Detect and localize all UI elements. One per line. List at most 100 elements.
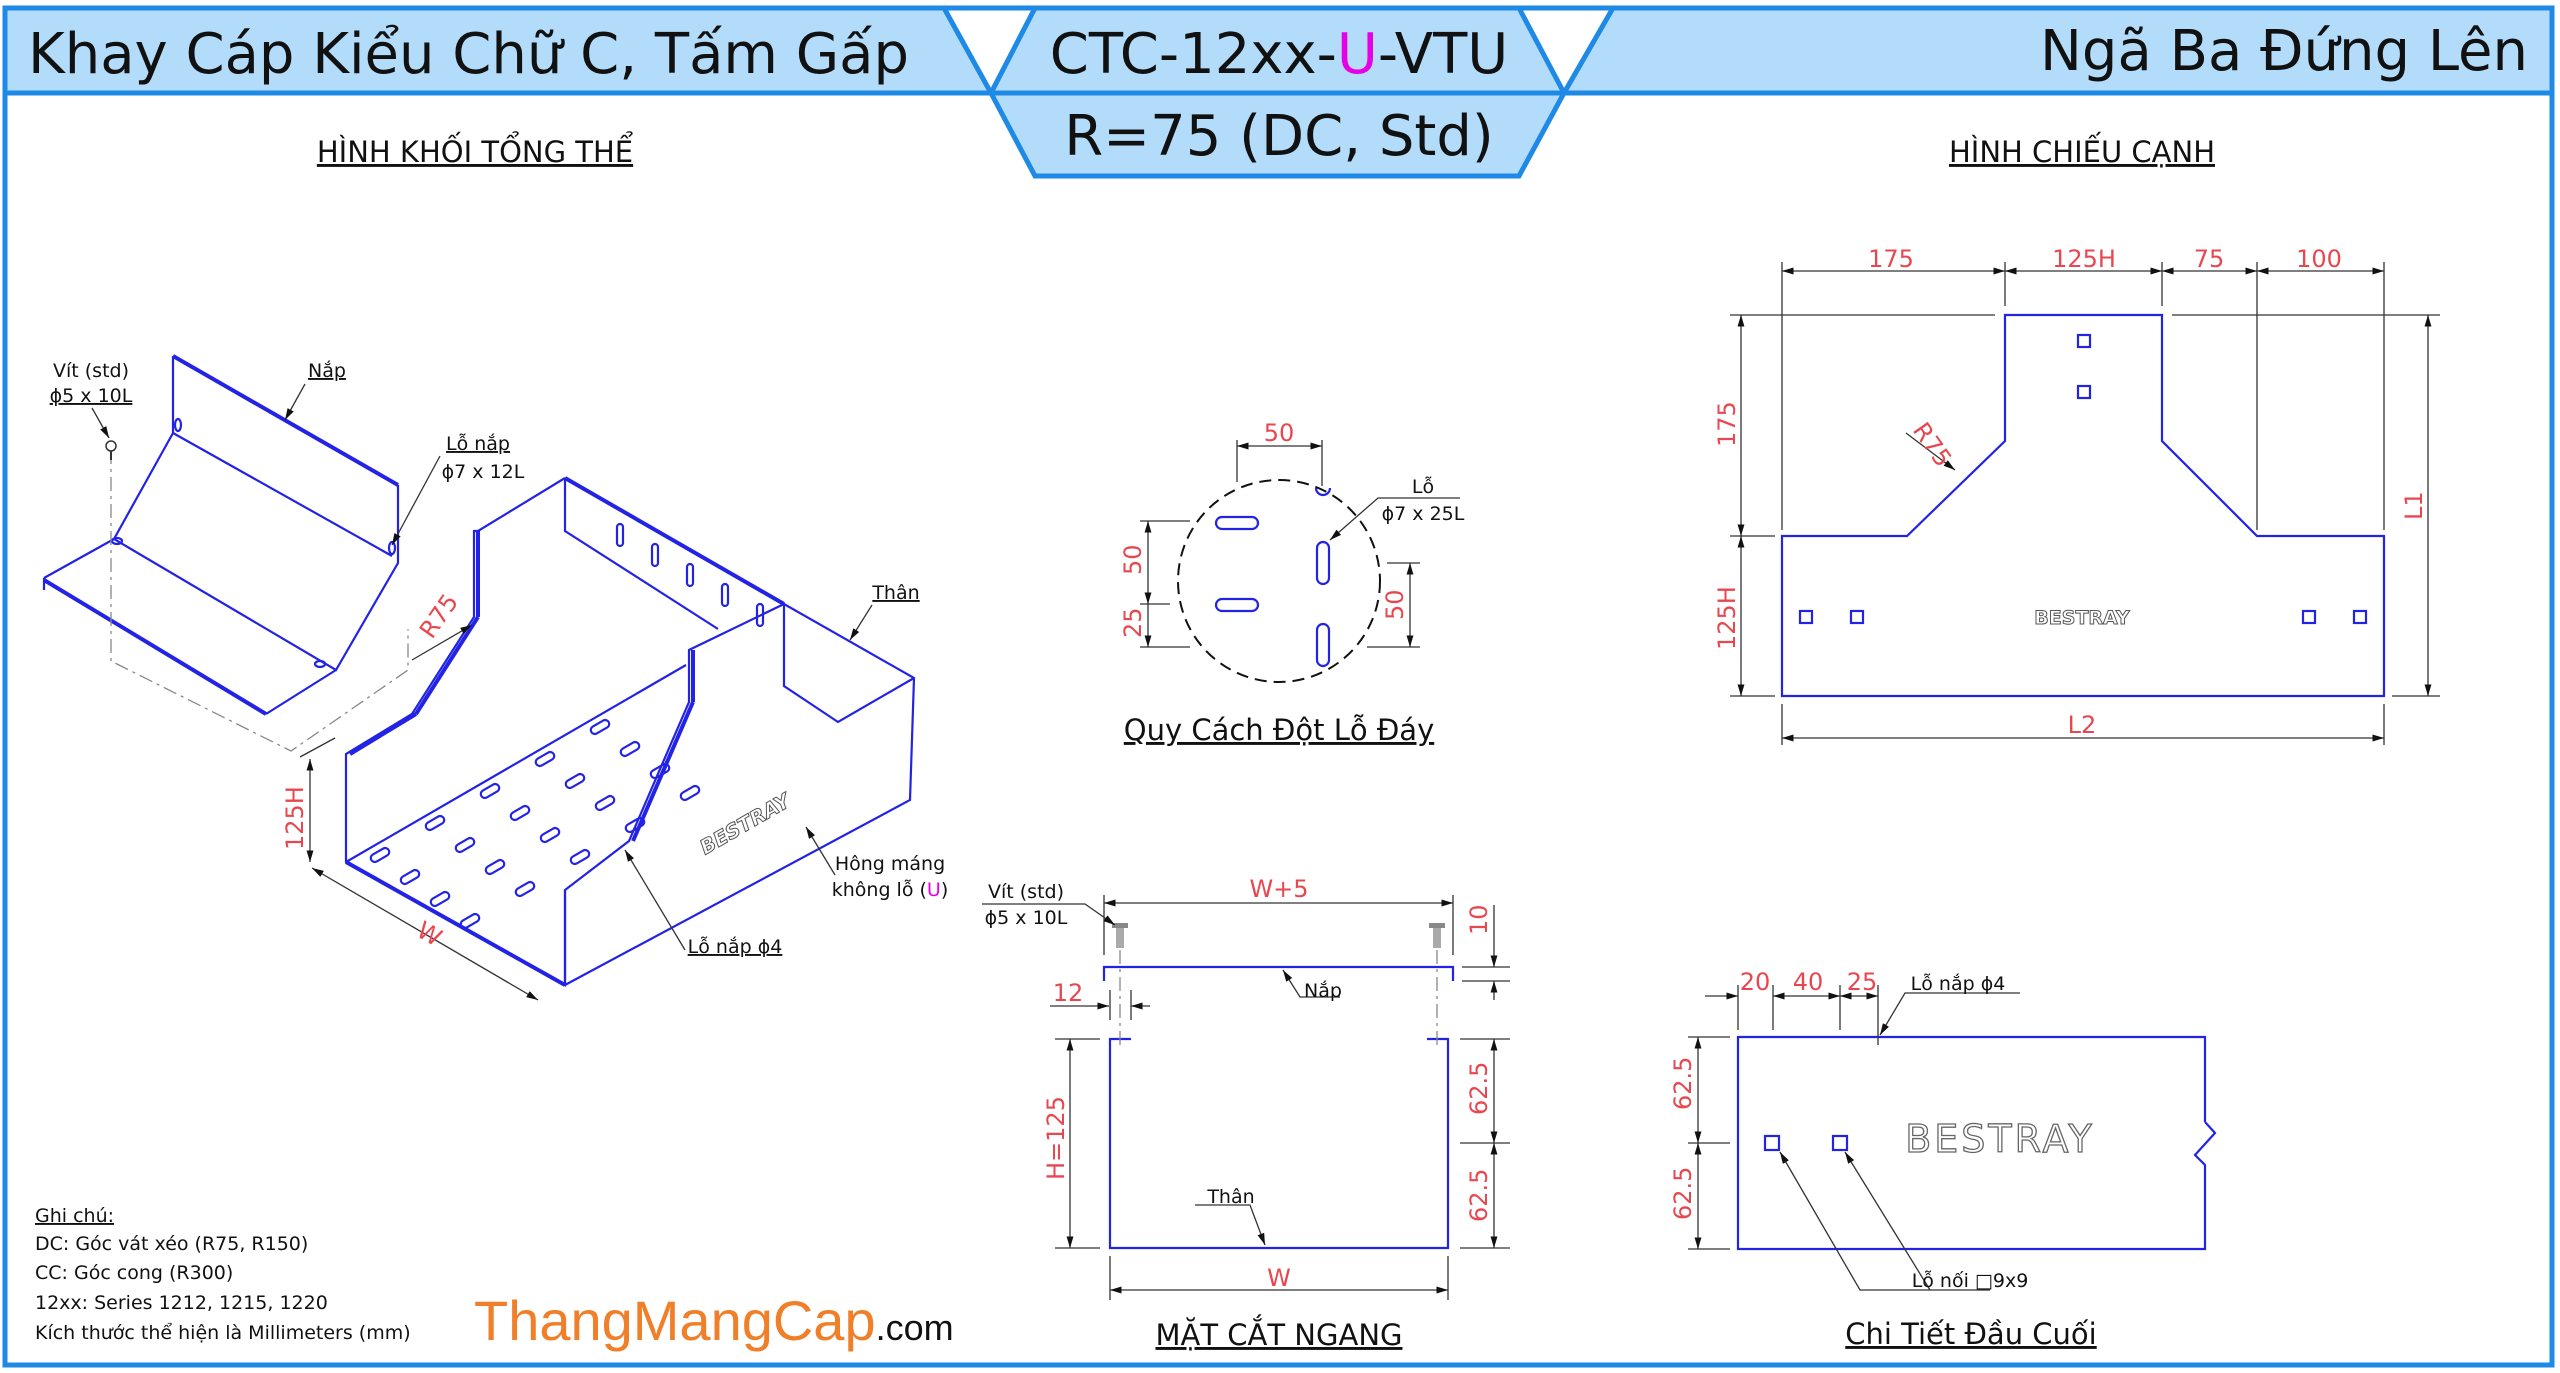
iso-body-label: Thân: [871, 582, 919, 604]
side-top-dim-1: 175: [1868, 245, 1914, 273]
iso-height-label: 125H: [281, 786, 309, 850]
floor-slot: [369, 846, 391, 864]
slot: [1214, 515, 1260, 531]
floor-slot: [594, 794, 616, 812]
iso-width-label: W: [412, 916, 447, 952]
section-screw-label: Vít (std): [988, 881, 1064, 903]
hole-right-dim: 50: [1381, 589, 1409, 620]
side-top-dim-2: 125H: [2052, 245, 2116, 273]
end-joint-hole-label: Lỗ nối □9x9: [1912, 1269, 2029, 1292]
header-title-right: Ngã Ba Đứng Lên: [2040, 19, 2528, 84]
wall-slot: [650, 542, 660, 568]
section-cover-width: W+5: [1249, 875, 1308, 903]
side-hole: [1849, 609, 1865, 625]
end-cover-hole: Lỗ nắp ϕ4: [1911, 972, 2006, 995]
product-code: CTC-12xx-U-VTU: [1050, 22, 1509, 87]
header-title-left: Khay Cáp Kiểu Chữ C, Tấm Gấp: [28, 22, 909, 87]
iso-radius-label: R75: [414, 589, 464, 644]
side-hole: [2076, 333, 2092, 349]
detail-circle: [1177, 479, 1381, 683]
note-line: DC: Góc vát xéo (R75, R150): [35, 1233, 308, 1255]
end-left-dim-1: 62.5: [1669, 1057, 1697, 1110]
floor-slot: [564, 772, 586, 790]
notes: Ghi chú: DC: Góc vát xéo (R75, R150) CC:…: [35, 1205, 411, 1344]
iso-screw-label: Vít (std): [53, 360, 129, 382]
section-body-label: Thân: [1206, 1186, 1254, 1208]
floor-slot: [399, 868, 421, 886]
section-title: MẶT CẮT NGANG: [1156, 1315, 1403, 1352]
hole-label: Lỗ: [1412, 475, 1434, 498]
section-lip: 12: [1053, 979, 1084, 1007]
iso-side-label-1: Hông máng: [835, 853, 945, 875]
floor-slots: [369, 718, 701, 930]
hole-pattern-view: 50 50 25 50 Lỗ ϕ7 x 25L Quy Cách Đột Lỗ …: [1119, 419, 1465, 747]
header: Khay Cáp Kiểu Chữ C, Tấm Gấp CTC-12xx-U-…: [2, 5, 2555, 179]
end-top-dim-3: 25: [1847, 968, 1878, 996]
floor-slot: [679, 784, 701, 802]
assembly-line: [110, 450, 409, 752]
side-outline: [1780, 313, 2386, 698]
side-top-dim-3: 75: [2194, 245, 2225, 273]
side-hole: [2301, 609, 2317, 625]
section-width: W: [1267, 1264, 1291, 1292]
end-logo: BESTRAY: [1905, 1117, 2095, 1161]
hole-left-dim-2: 25: [1119, 607, 1147, 638]
floor-slot: [479, 782, 501, 800]
body-part: [344, 476, 916, 987]
floor-slot: [589, 718, 611, 736]
section-cover: [1102, 965, 1455, 981]
hole-left-dim-1: 50: [1119, 544, 1147, 575]
section-height: H=125: [1042, 1096, 1070, 1180]
brand-logo: ThangMangCap.com: [474, 1289, 954, 1352]
joint-hole: [1831, 1134, 1849, 1152]
section-cover-gap: 10: [1465, 904, 1493, 935]
end-detail-view: 20 40 25 Lỗ nắp ϕ4 62.5 62.5 BESTRAY Lỗ …: [1669, 968, 2217, 1351]
wall-slots: [615, 522, 765, 628]
product-code-variant: U: [1337, 22, 1378, 87]
wall-slot: [755, 602, 765, 628]
joint-hole: [1763, 1134, 1781, 1152]
iso-cover-hole-size: ϕ7 x 12L: [442, 461, 525, 483]
cross-section-view: Vít (std) ϕ5 x 10L W+5 10 Nắp 12 H=125 6…: [982, 875, 1510, 1352]
floor-slot: [509, 804, 531, 822]
end-top-dim-1: 20: [1740, 968, 1771, 996]
screw-icon: [105, 440, 117, 460]
slot: [1214, 597, 1260, 613]
side-view: HÌNH CHIẾU CẠNH 175 125H 75 100 175 125H…: [1713, 132, 2440, 745]
section-cover-label: Nắp: [1304, 979, 1342, 1002]
slot: [1315, 540, 1331, 586]
iso-view: HÌNH KHỐI TỔNG THỂ: [42, 132, 948, 1001]
floor-slot: [454, 836, 476, 854]
floor-slot: [569, 848, 591, 866]
iso-cover-label: Nắp: [308, 359, 346, 382]
side-l2: L2: [2068, 711, 2097, 739]
product-code-suffix: -VTU: [1378, 22, 1508, 87]
end-outline: [1736, 1035, 2217, 1251]
side-left-dim-2: 125H: [1713, 586, 1741, 650]
side-holes: [1798, 333, 2368, 625]
floor-slot: [624, 816, 646, 834]
product-spec: R=75 (DC, Std): [1064, 104, 1493, 169]
hole-pattern-title: Quy Cách Đột Lỗ Đáy: [1124, 713, 1434, 747]
side-l1: L1: [2400, 491, 2428, 520]
slot: [1315, 622, 1331, 668]
side-hole: [2076, 384, 2092, 400]
floor-slot: [649, 762, 671, 780]
side-left-dim-1: 175: [1713, 401, 1741, 447]
side-view-title: HÌNH CHIẾU CẠNH: [1949, 132, 2215, 169]
iso-logo: BESTRAY: [696, 787, 797, 859]
hole-size: ϕ7 x 25L: [1382, 503, 1465, 525]
sheet-border: [2, 5, 2555, 1368]
note-line: 12xx: Series 1212, 1215, 1220: [35, 1292, 328, 1314]
floor-slot: [484, 858, 506, 876]
screw-icon: [1429, 923, 1445, 948]
hole-top-dim: 50: [1264, 419, 1295, 447]
end-left-dim-2: 62.5: [1669, 1167, 1697, 1220]
header-right-panel: [1559, 5, 2555, 96]
floor-slot: [534, 750, 556, 768]
iso-cover-hole-label: Lỗ nắp: [446, 432, 510, 455]
end-top-dim-2: 40: [1793, 968, 1824, 996]
wall-slot: [615, 522, 625, 548]
section-screw-size: ϕ5 x 10L: [985, 907, 1068, 929]
